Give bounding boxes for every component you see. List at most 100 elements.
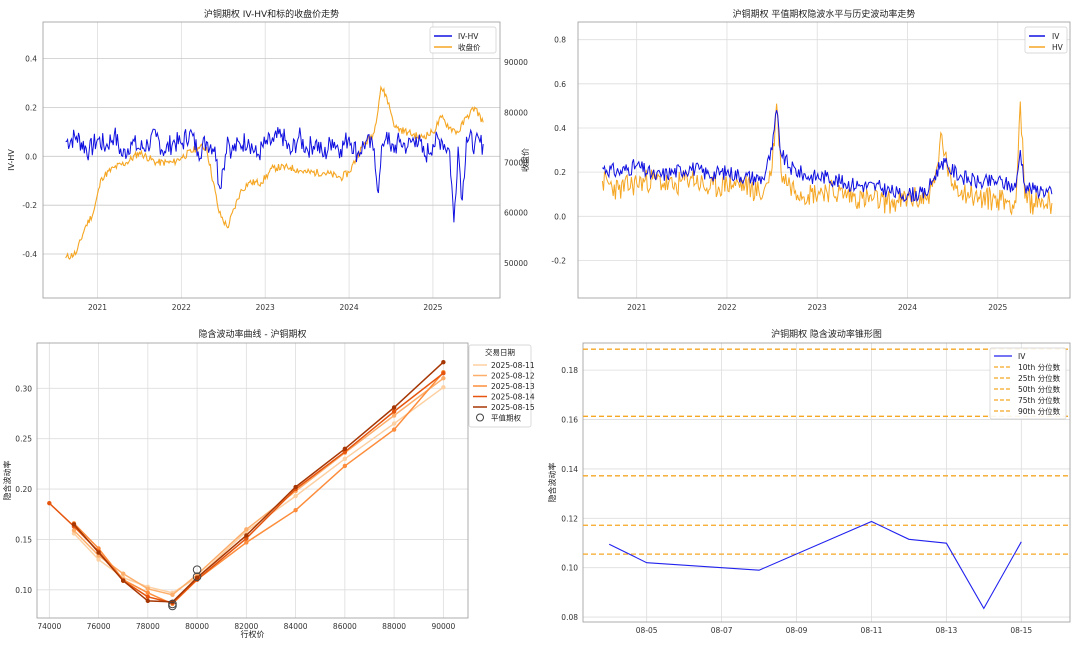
data-point: [441, 359, 446, 365]
y-tick-label: 0.4: [25, 55, 37, 64]
data-point: [244, 536, 249, 541]
data-point: [121, 571, 126, 576]
y-tick-label: 0.10: [561, 564, 578, 573]
data-point: [71, 522, 77, 527]
data-point: [391, 421, 397, 426]
data-point: [194, 575, 200, 580]
legend-label: 收盘价: [458, 42, 481, 52]
plot-frame: [36, 342, 469, 619]
data-point: [244, 540, 249, 545]
legend-label: 2025-08-13: [491, 382, 535, 391]
series-line: [73, 371, 444, 605]
series-close-price-line: [65, 85, 484, 260]
data-point: [342, 446, 348, 451]
legend-label: 2025-08-12: [491, 372, 535, 381]
x-tick-label: 2024: [898, 303, 917, 312]
y2-tick-label: 70000: [504, 159, 528, 168]
plot-frame: [577, 21, 1071, 299]
y-tick-label: 0.25: [15, 435, 32, 444]
y-tick-label: 0.18: [561, 366, 578, 375]
x-tick-label: 08-09: [786, 626, 808, 635]
data-point: [293, 508, 298, 513]
data-point: [96, 550, 101, 555]
x-tick-label: 2021: [88, 303, 107, 312]
x-tick-label: 80000: [185, 622, 209, 631]
series-line: [73, 377, 444, 596]
legend-label: HV: [1052, 43, 1064, 52]
legend-atm-swatch: [476, 413, 484, 422]
series-2025-08-11: [71, 385, 446, 596]
series-line: [73, 386, 444, 594]
y2-tick-label: 80000: [504, 108, 528, 117]
legend-box: [989, 347, 1067, 420]
legend: IV HV: [1024, 26, 1068, 54]
x-tick-label: 2025: [423, 303, 442, 312]
data-point: [96, 557, 101, 562]
x-tick-label: 08-11: [861, 626, 883, 635]
y-tick-label: -0.4: [22, 250, 37, 259]
data-point: [170, 592, 175, 598]
y2-tick-label: 90000: [504, 58, 528, 67]
chart-iv-hv-close: 2021 2022 2023 2024 2025 -0.4 -0.2 0.0 0.2 0.4 500…: [7, 8, 530, 312]
y-tick-label: 0.08: [561, 613, 578, 622]
x-tick-label: 74000: [37, 622, 61, 631]
data-point: [391, 405, 397, 410]
atm-marker: [168, 599, 177, 609]
x-tick-label: 2021: [627, 303, 646, 312]
legend-label: IV: [1052, 32, 1060, 41]
y-tick-label: -0.2: [22, 201, 37, 210]
x-tick-label: 2022: [717, 303, 736, 312]
x-tick-label: 86000: [333, 622, 357, 631]
data-point: [145, 590, 151, 596]
data-point: [293, 493, 298, 499]
atm-marker: [192, 572, 202, 581]
y-tick-label: 0.0: [554, 212, 566, 221]
x-tick-label: 84000: [284, 622, 308, 631]
legend-label: IV: [1018, 352, 1026, 361]
legend-label: 75th 分位数: [1018, 395, 1061, 405]
legend-label: 25th 分位数: [1018, 373, 1061, 383]
legend-label: 2025-08-11: [491, 361, 535, 370]
chart-iv-smile: 74000 76000 78000 80000 82000 84000 86000 88000…: [2, 328, 535, 639]
x-tick-label: 08-07: [711, 626, 733, 635]
data-point: [244, 533, 249, 538]
x-tick-label: 76000: [87, 622, 111, 631]
y-tick-label: 0.20: [15, 485, 32, 494]
legend-label: 90th 分位数: [1018, 406, 1061, 416]
data-point: [293, 484, 298, 490]
data-point: [391, 409, 397, 414]
legend-label: 2025-08-14: [491, 393, 535, 402]
series-hv-line: [601, 101, 1053, 216]
legend-label: 2025-08-15: [491, 403, 535, 412]
legend-label: 平值期权: [491, 413, 521, 423]
y-tick-label: 0.2: [25, 103, 37, 112]
chart-title: 隐含波动率曲线 - 沪铜期权: [199, 328, 307, 340]
x-tick-label: 78000: [136, 622, 160, 631]
x-axis-label: 行权价: [241, 629, 265, 639]
y-axis-label: 隐含波动率: [2, 461, 12, 501]
data-point: [145, 594, 151, 600]
legend-label: 10th 分位数: [1018, 362, 1061, 372]
y-tick-label: 0.6: [554, 80, 566, 89]
y-tick-label: 0.2: [554, 168, 566, 177]
data-point: [391, 427, 397, 432]
y-tick-label: 0.12: [561, 514, 578, 523]
y-tick-label: 0.30: [15, 384, 32, 393]
data-point: [145, 598, 151, 604]
x-tick-label: 08-13: [935, 626, 957, 635]
x-tick-label: 2025: [988, 303, 1007, 312]
data-point: [441, 371, 446, 376]
x-tick-label: 08-15: [1010, 626, 1032, 635]
y-tick-label: 0.0: [25, 152, 37, 161]
legend-label: IV-HV: [458, 32, 479, 41]
x-tick-label: 2023: [808, 303, 827, 312]
data-point: [145, 586, 151, 591]
x-tick-label: 2024: [340, 303, 359, 312]
chart-atm-iv-hv: 2021 2022 2023 2024 2025 -0.2 0.0 0.2 0.4 0.6 0.8 沪…: [551, 8, 1071, 312]
series-iv-line: [602, 110, 1053, 203]
series-iv-hv-line: [65, 127, 484, 223]
x-tick-label: 2023: [256, 303, 275, 312]
